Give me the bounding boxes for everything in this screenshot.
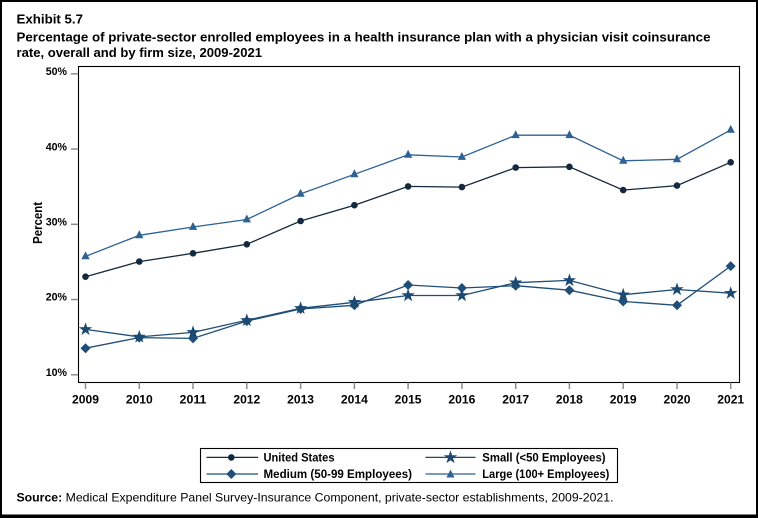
svg-text:20%: 20% <box>46 292 67 304</box>
svg-text:Percent: Percent <box>31 201 45 244</box>
svg-text:2019: 2019 <box>610 393 637 407</box>
svg-text:2010: 2010 <box>126 393 153 407</box>
svg-text:rate, overall and by firm size: rate, overall and by firm size, 2009-202… <box>17 45 263 60</box>
svg-text:10%: 10% <box>46 367 67 379</box>
svg-text:2014: 2014 <box>341 393 368 407</box>
svg-text:2009: 2009 <box>72 393 99 407</box>
svg-text:Exhibit 5.7: Exhibit 5.7 <box>17 11 84 26</box>
svg-text:30%: 30% <box>46 217 67 229</box>
svg-text:2013: 2013 <box>287 393 314 407</box>
svg-text:50%: 50% <box>46 66 67 78</box>
svg-text:Source: Medical Expenditure Pa: Source: Medical Expenditure Panel Survey… <box>17 491 614 505</box>
svg-text:2020: 2020 <box>664 393 691 407</box>
svg-text:2018: 2018 <box>556 393 583 407</box>
svg-text:2011: 2011 <box>180 393 207 407</box>
svg-text:Small (<50 Employees): Small (<50 Employees) <box>482 450 605 464</box>
svg-text:2015: 2015 <box>395 393 422 407</box>
svg-text:2017: 2017 <box>502 393 529 407</box>
svg-text:40%: 40% <box>46 141 67 153</box>
svg-text:United States: United States <box>264 450 335 464</box>
svg-text:Large (100+ Employees): Large (100+ Employees) <box>482 467 609 481</box>
svg-text:Medium (50-99 Employees): Medium (50-99 Employees) <box>264 467 413 481</box>
svg-text:2016: 2016 <box>448 393 475 407</box>
svg-text:2021: 2021 <box>717 393 744 407</box>
svg-text:Percentage of private-sector e: Percentage of private-sector enrolled em… <box>17 29 711 44</box>
svg-text:2012: 2012 <box>233 393 260 407</box>
